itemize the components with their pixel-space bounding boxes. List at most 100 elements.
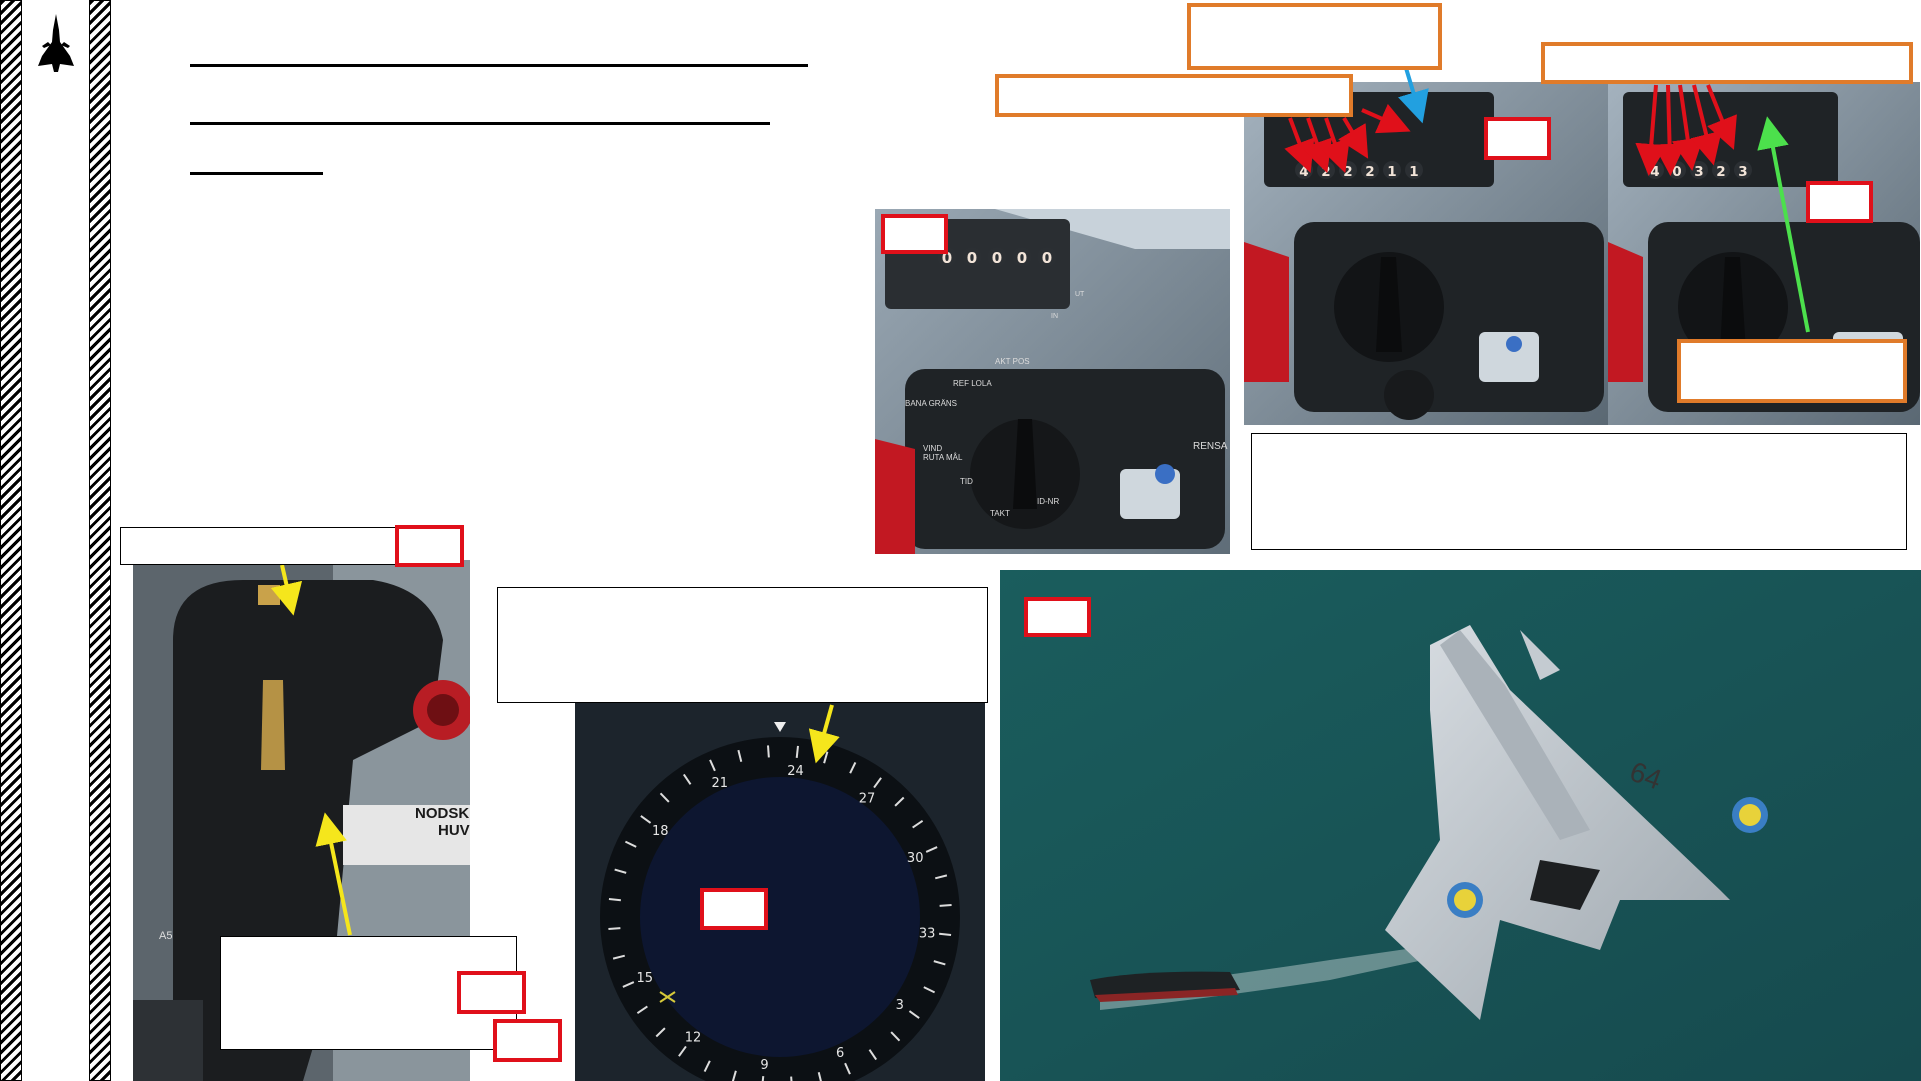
blank-display-cell (987, 247, 1007, 267)
compass-tick (933, 960, 946, 966)
aircraft-photo: 64 (1000, 570, 1921, 1081)
compass-tick-label: 27 (859, 791, 876, 806)
heading-line-3 (190, 172, 323, 175)
entry1-display-digit: 2 (1365, 164, 1374, 180)
heading-indicator-note (497, 587, 988, 703)
compass-tick-label: 9 (760, 1058, 768, 1073)
compass-tick (868, 1049, 878, 1061)
blank-display-cell (962, 247, 982, 267)
compass-tick (795, 745, 799, 758)
compass-tick (790, 1076, 793, 1081)
entry1-display-digit: 4 (1299, 164, 1308, 180)
datapanel-label-id-nr: ID-NR (1037, 497, 1060, 506)
entry1-display-digit: 1 (1387, 164, 1396, 180)
datapanel-label-takt: TAKT (990, 509, 1010, 518)
compass-tick (767, 745, 770, 758)
compass-tick-label: 21 (712, 776, 729, 791)
compass-tick (849, 761, 857, 774)
datapanel-label-ut: UT (1075, 291, 1085, 298)
compass-tick (935, 874, 948, 880)
body-paragraph (190, 200, 830, 500)
datapanel-label-akt-pos: AKT POS (995, 357, 1030, 366)
viggen-aircraft-icon (34, 12, 78, 76)
sidebar-hatch-left (0, 0, 22, 1081)
datapanel-note-box (1251, 433, 1907, 550)
step-badge-entry1 (1484, 117, 1551, 160)
step-badge-blank-panel (881, 214, 948, 254)
compass-tick (636, 1005, 648, 1015)
datapanel-label-bana-grans: BANA GRÄNS (905, 399, 958, 408)
compass-tick-label: 24 (787, 764, 804, 779)
datapanel-label-rensa: RENSA (1193, 441, 1228, 452)
throttle-label-huv: HUV (438, 822, 470, 839)
blank-display-digit: 0 (967, 249, 977, 267)
compass-tick (844, 1062, 851, 1075)
entry2-display-digit: 2 (1716, 164, 1725, 180)
compass-tick-label: 12 (685, 1031, 702, 1046)
step-badge-throttle-note-1 (457, 971, 526, 1014)
callout-target-code (995, 74, 1353, 117)
entry1-display-digit: 1 (1409, 164, 1418, 180)
compass-tick (908, 1010, 920, 1019)
step-badge-aircraft (1024, 597, 1091, 637)
step-badge-throttle (395, 525, 464, 567)
compass-tick (912, 819, 924, 829)
compass-tick (737, 749, 743, 762)
compass-tick (923, 986, 936, 994)
blank-display-digit: 0 (1017, 249, 1027, 267)
entry2-display-digit: 3 (1738, 164, 1747, 180)
entry2-display-digit: 3 (1694, 164, 1703, 180)
compass-tick (678, 1045, 687, 1057)
datapanel-label-vind-ruta-mal: VIND RUTA MÅL (923, 444, 963, 462)
throttle-label-nodsk: NODSK (415, 805, 470, 822)
compass-tick (612, 954, 625, 960)
entry1-display-cell (1405, 161, 1423, 179)
entry1-display-digit: 2 (1321, 164, 1330, 180)
compass-tick (655, 1027, 666, 1038)
blank-display-digit: 0 (1042, 249, 1052, 267)
compass-tick-label: 15 (637, 971, 654, 986)
entry1-display-cell (1383, 161, 1401, 179)
compass-tick-label: 6 (836, 1046, 844, 1061)
entry2-display-cell (1734, 161, 1752, 179)
datapanel-label-in: IN (1051, 313, 1058, 320)
compass-tick (659, 792, 670, 803)
compass-tick (894, 796, 905, 807)
throttle-label-a5: A5 (159, 930, 173, 942)
compass-tick (731, 1070, 737, 1081)
compass-tick (939, 932, 952, 936)
step-badge-compass (700, 888, 768, 930)
step-badge-entry2 (1806, 181, 1873, 223)
entry2-display-digit: 4 (1650, 164, 1659, 180)
throttle-label-box (120, 527, 397, 565)
datapanel-label-ref-lola: REF LOLA (953, 379, 992, 388)
compass-tick (682, 773, 692, 785)
compass-tick-label: 3 (896, 998, 904, 1013)
compass-tick (925, 846, 938, 853)
sidebar-hatch-right (89, 0, 111, 1081)
datapanel-label-tid: TID (960, 477, 973, 486)
blank-display-cell (1037, 247, 1057, 267)
compass-tick (939, 904, 952, 907)
compass-tick (608, 927, 621, 930)
compass-tick-label: 33 (919, 926, 936, 941)
compass-tick (622, 981, 635, 988)
callout-target-confirm (1541, 42, 1913, 84)
blank-display-cell (1012, 247, 1032, 267)
compass-tick (608, 898, 621, 902)
compass-tick (873, 777, 882, 789)
heading-indicator-photo: 18 21 24 27 30 33 3 6 9 12 15 (575, 702, 985, 1081)
compass-tick-label: 18 (652, 824, 669, 839)
sidebar-white-strip (22, 0, 89, 1081)
callout-target-number (1187, 3, 1442, 70)
compass-tick (640, 815, 652, 824)
entry1-display-digit: 2 (1343, 164, 1352, 180)
throttle-photo: NODSK HUV A5 (133, 560, 470, 1081)
blank-display-digit: 0 (942, 249, 952, 267)
compass-tick (709, 759, 716, 772)
